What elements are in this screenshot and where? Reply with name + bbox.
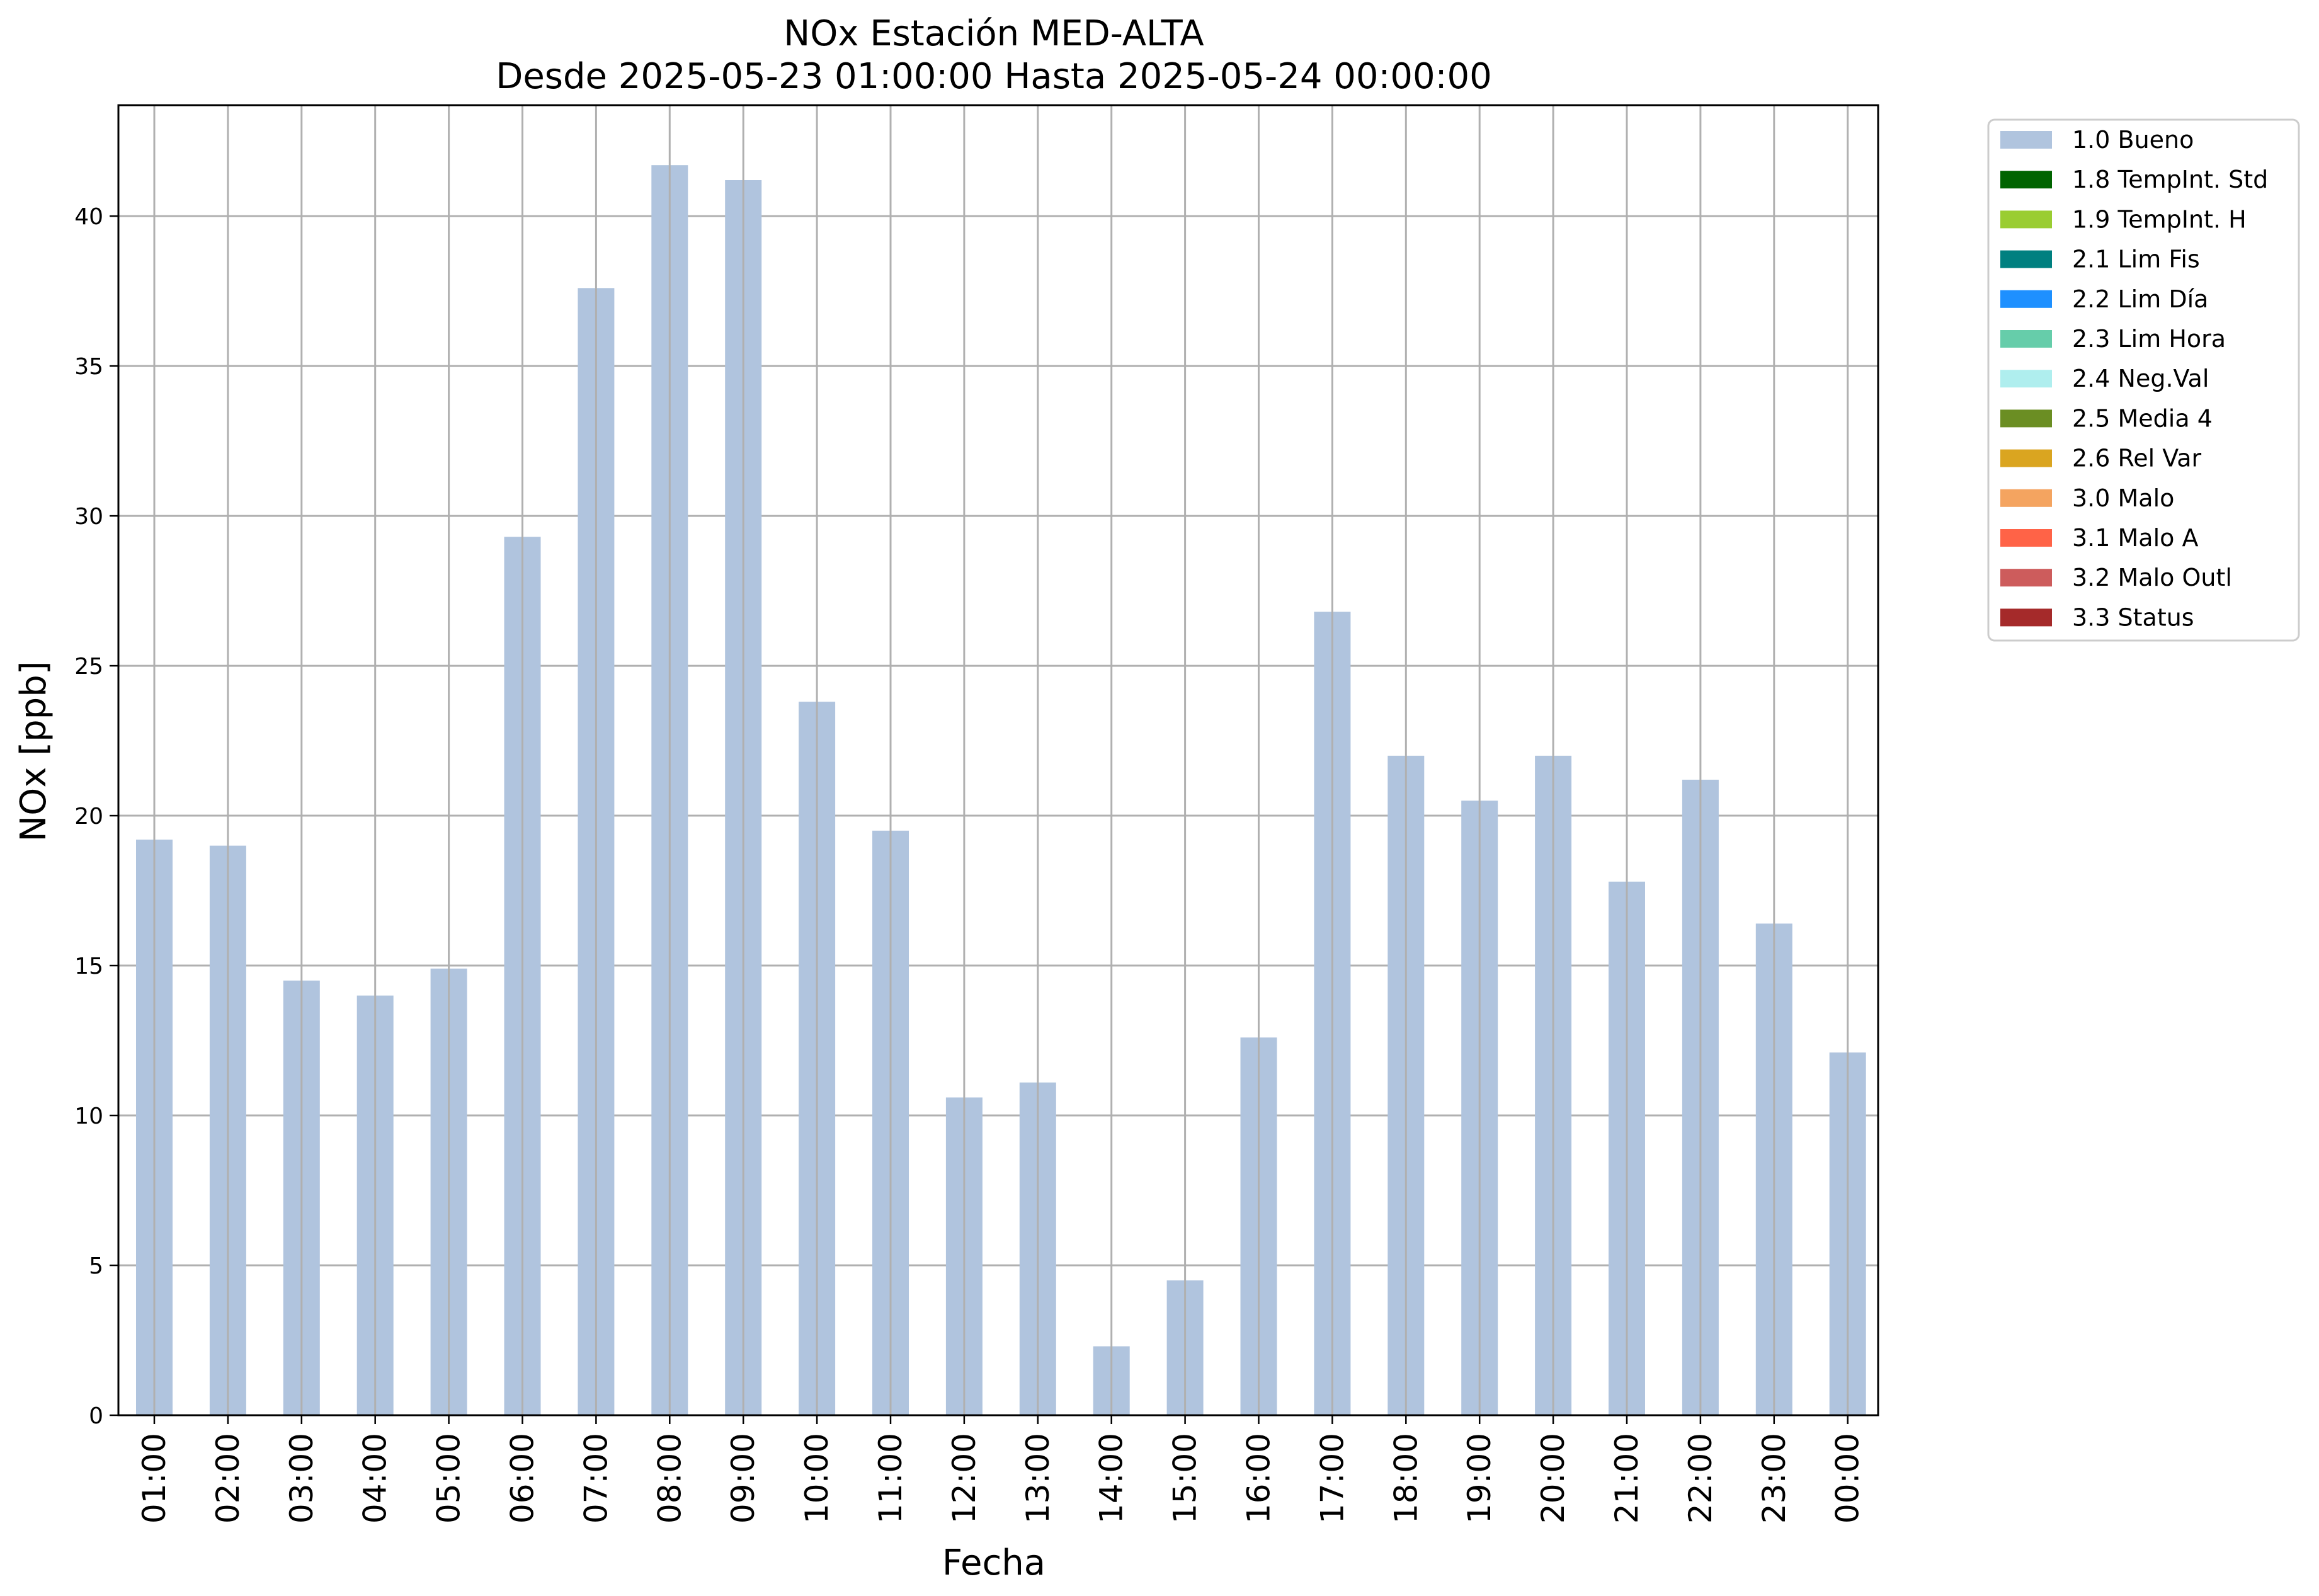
x-tick-label: 07:00 (578, 1433, 614, 1524)
x-tick-label: 21:00 (1609, 1433, 1645, 1524)
legend-swatch (2000, 529, 2052, 547)
x-tick-label: 11:00 (872, 1433, 909, 1524)
legend-swatch (2000, 370, 2052, 388)
x-tick-label: 05:00 (431, 1433, 467, 1524)
legend-label: 1.0 Bueno (2072, 126, 2194, 154)
legend-label: 3.1 Malo A (2072, 524, 2198, 552)
x-tick-label: 23:00 (1756, 1433, 1792, 1524)
chart-title: NOx Estación MED-ALTA (783, 13, 1204, 54)
x-tick-label: 02:00 (210, 1433, 246, 1524)
legend-label: 3.2 Malo Outl (2072, 564, 2232, 591)
legend-swatch (2000, 608, 2052, 627)
legend-label: 3.3 Status (2072, 603, 2194, 631)
x-axis-label: Fecha (942, 1542, 1046, 1583)
legend-label: 2.1 Lim Fis (2072, 246, 2200, 273)
x-tick-label: 22:00 (1682, 1433, 1719, 1524)
legend: 1.0 Bueno 1.8 TempInt. Std 1.9 TempInt. H 2… (1987, 118, 2300, 642)
y-tick-label: 40 (74, 204, 103, 230)
legend-swatch (2000, 330, 2052, 348)
y-tick-label: 15 (74, 954, 103, 979)
y-tick-label: 0 (89, 1403, 103, 1429)
legend-label: 2.5 Media 4 (2072, 404, 2213, 432)
x-tick-label: 00:00 (1830, 1433, 1866, 1524)
x-tick-label: 08:00 (651, 1433, 688, 1524)
y-tick-label: 25 (74, 654, 103, 680)
x-tick-label: 10:00 (799, 1433, 835, 1524)
x-tick-label: 06:00 (504, 1433, 541, 1524)
y-tick-label: 10 (74, 1103, 103, 1129)
legend-swatch (2000, 409, 2052, 428)
x-tick-label: 13:00 (1020, 1433, 1056, 1524)
legend-swatch (2000, 250, 2052, 268)
x-tick-label: 16:00 (1241, 1433, 1277, 1524)
legend-label: 1.9 TempInt. H (2072, 205, 2247, 233)
legend-swatch (2000, 489, 2052, 507)
x-tick-label: 17:00 (1314, 1433, 1350, 1524)
chart-subtitle: Desde 2025-05-23 01:00:00 Hasta 2025-05-… (496, 56, 1492, 97)
legend-label: 1.8 TempInt. Std (2072, 166, 2268, 193)
x-tick-label: 04:00 (357, 1433, 394, 1524)
legend-swatch (2000, 131, 2052, 149)
legend-swatch (2000, 171, 2052, 189)
bars (136, 165, 1866, 1416)
y-axis-label: NOx [ppb] (13, 661, 54, 841)
x-tick-label: 15:00 (1167, 1433, 1204, 1524)
legend-swatch (2000, 569, 2052, 587)
x-axis-ticks: 01:00 02:00 03:00 04:00 05:00 06:00 07:00 08:00… (136, 1415, 1866, 1524)
legend-label: 3.0 Malo (2072, 484, 2174, 512)
x-tick-label: 20:00 (1535, 1433, 1571, 1524)
legend-label: 2.3 Lim Hora (2072, 325, 2226, 353)
plot-frame (117, 104, 1879, 1416)
x-tick-label: 19:00 (1461, 1433, 1498, 1524)
legend-swatch (2000, 449, 2052, 467)
y-tick-label: 20 (74, 804, 103, 829)
x-tick-label: 14:00 (1093, 1433, 1130, 1524)
legend-label: 2.4 Neg.Val (2072, 365, 2209, 392)
legend-label: 2.2 Lim Día (2072, 285, 2208, 313)
y-axis-ticks: 0 5 10 15 20 25 30 35 40 (74, 204, 118, 1429)
legend-swatch (2000, 290, 2052, 308)
x-tick-label: 18:00 (1387, 1433, 1424, 1524)
y-tick-label: 35 (74, 354, 103, 380)
y-tick-label: 5 (89, 1253, 103, 1279)
legend-swatch (2000, 210, 2052, 229)
legend-frame (1987, 118, 2300, 642)
x-tick-label: 09:00 (725, 1433, 761, 1524)
y-tick-label: 30 (74, 504, 103, 530)
x-tick-label: 12:00 (946, 1433, 983, 1524)
x-tick-label: 03:00 (283, 1433, 320, 1524)
x-tick-label: 01:00 (136, 1433, 173, 1524)
legend-label: 2.6 Rel Var (2072, 445, 2202, 472)
